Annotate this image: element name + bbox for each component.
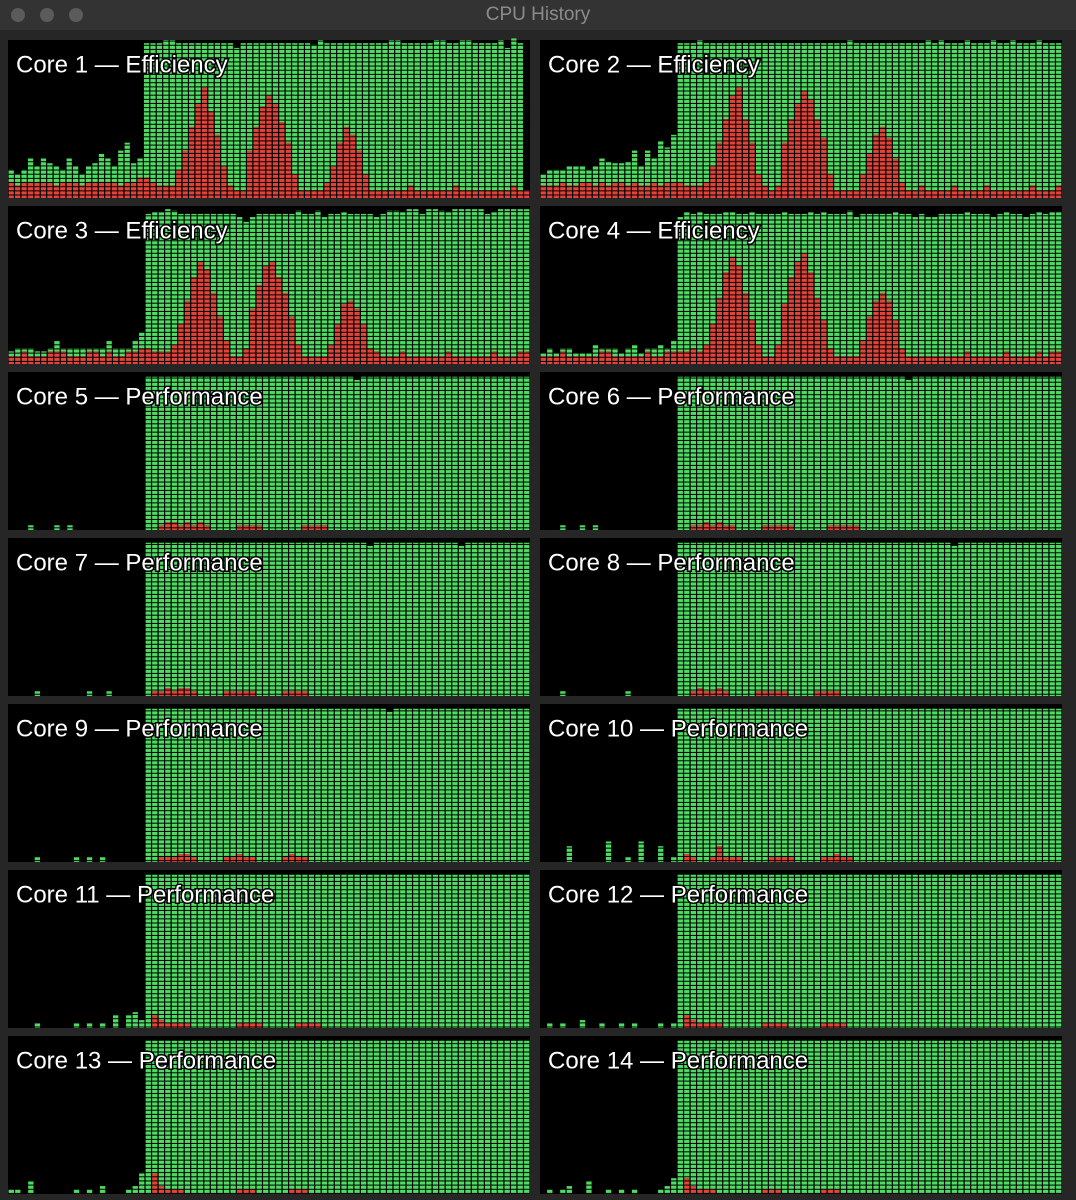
title-bar <box>0 0 1076 30</box>
core-title: Core 13 — Performance <box>16 1047 276 1074</box>
minimize-button[interactable] <box>40 8 54 22</box>
cell-grid <box>8 870 530 1028</box>
core-title: Core 2 — Efficiency <box>548 51 760 78</box>
core-title: Core 11 — Performance <box>16 881 274 908</box>
core-title: Core 4 — Efficiency <box>548 217 760 244</box>
cell-grid <box>8 538 530 696</box>
core-title: Core 6 — Performance <box>548 383 795 410</box>
cell-grid <box>540 1036 1062 1194</box>
core-title: Core 12 — Performance <box>548 881 808 908</box>
core-title: Core 1 — Efficiency <box>16 51 228 78</box>
core-title: Core 7 — Performance <box>16 549 263 576</box>
cell-grid <box>540 372 1062 530</box>
cell-grid <box>540 704 1062 862</box>
close-button[interactable] <box>11 8 25 22</box>
cell-grid <box>8 704 530 862</box>
core-title: Core 14 — Performance <box>548 1047 808 1074</box>
core-title: Core 8 — Performance <box>548 549 795 576</box>
cell-grid <box>540 40 1062 198</box>
cell-grid <box>540 870 1062 1028</box>
cell-grid <box>8 206 530 364</box>
cell-grid <box>540 538 1062 696</box>
core-title: Core 9 — Performance <box>16 715 263 742</box>
zoom-button[interactable] <box>69 8 83 22</box>
cell-grid <box>8 40 530 198</box>
window-title: CPU History <box>486 4 591 25</box>
cell-grid <box>540 206 1062 364</box>
cell-grid <box>8 1036 530 1194</box>
core-title: Core 10 — Performance <box>548 715 808 742</box>
cell-grid <box>8 372 530 530</box>
core-title: Core 5 — Performance <box>16 383 263 410</box>
core-title: Core 3 — Efficiency <box>16 217 228 244</box>
